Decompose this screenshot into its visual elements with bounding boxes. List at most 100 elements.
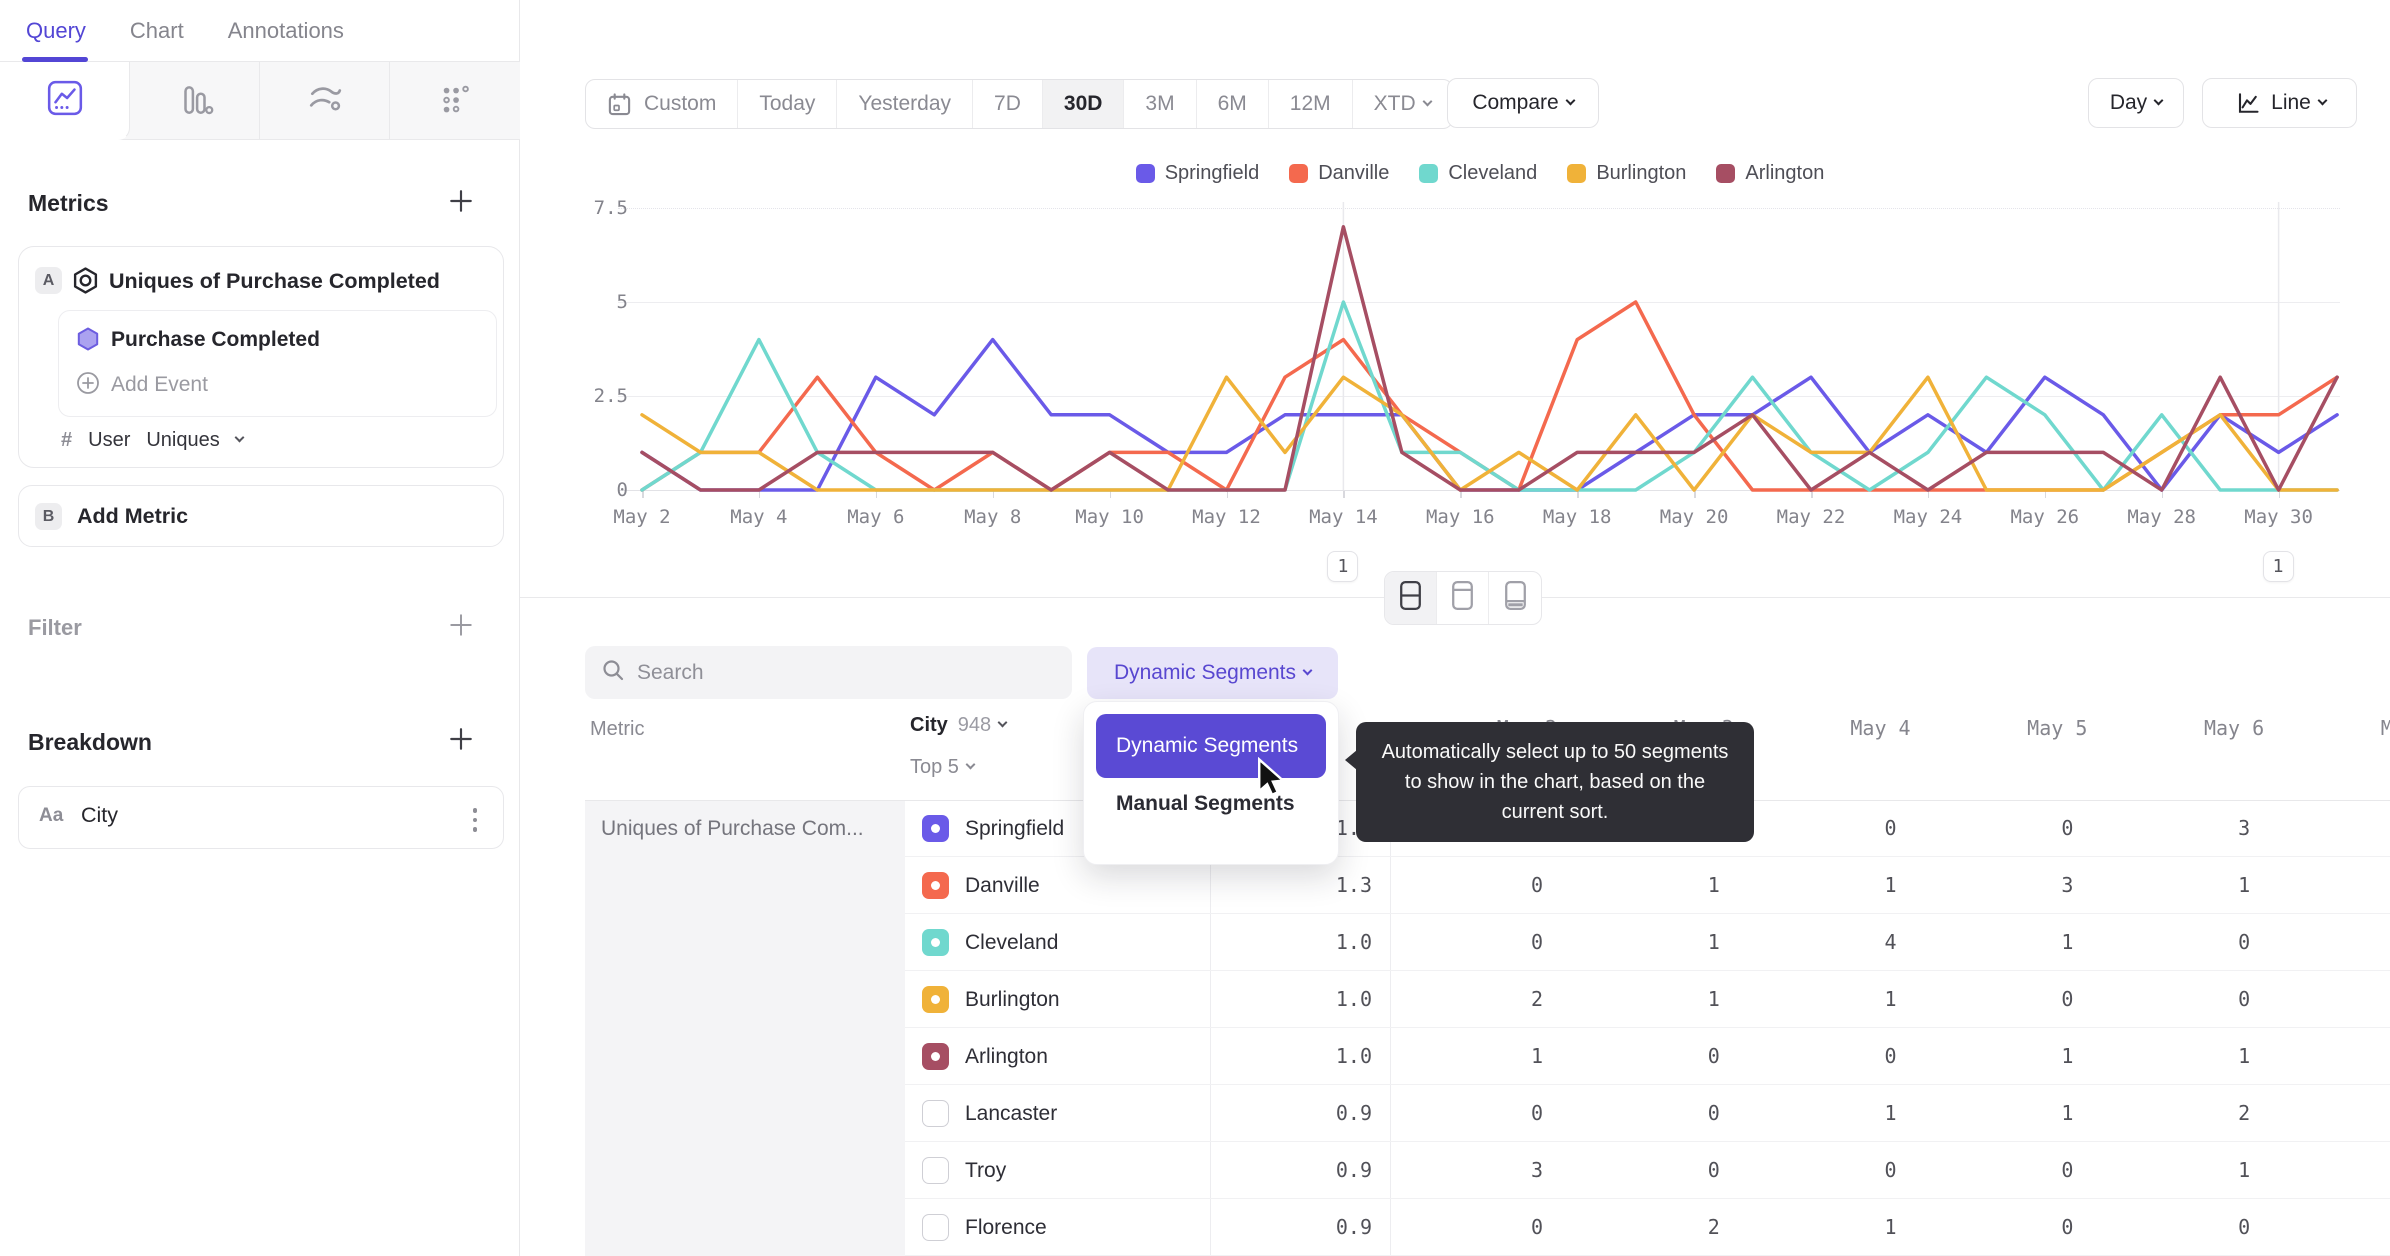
add-metric-button[interactable]: Add Metric — [77, 504, 189, 528]
segment-checkbox[interactable] — [922, 1214, 949, 1241]
value-cell: 1 — [2061, 930, 2074, 954]
range-30d[interactable]: 30D — [1042, 80, 1125, 128]
x-tick-label: May 22 — [1776, 506, 1846, 528]
segment-checkbox[interactable] — [922, 872, 949, 899]
value-cell: 0 — [2238, 987, 2251, 1011]
table-row-burlington: Burlington 1.0 2 1 1 0 0 — [905, 971, 2390, 1028]
date-column-header-may-6: May 6 — [2203, 716, 2265, 740]
top-n-selector[interactable]: Top 5 — [910, 756, 976, 779]
tab-bar-chart[interactable] — [130, 62, 260, 140]
range-xtd[interactable]: XTD — [1353, 80, 1452, 128]
add-filter-button[interactable] — [448, 612, 474, 638]
x-tick-label: May 8 — [964, 506, 1022, 528]
sidebar-tab-bar: Query Chart Annotations — [0, 0, 520, 62]
legend-item-cleveland[interactable]: Cleveland — [1419, 162, 1537, 185]
average-cell: 1.0 — [1335, 987, 1372, 1011]
measure-selector[interactable]: # User Uniques — [61, 429, 245, 452]
legend-item-arlington[interactable]: Arlington — [1716, 162, 1824, 185]
add-metric-plus-button[interactable] — [448, 188, 474, 214]
value-cell: 1 — [1884, 873, 1897, 897]
segment-checkbox[interactable] — [922, 1043, 949, 1070]
sidebar-tab-annotations[interactable]: Annotations — [227, 17, 344, 43]
table-row-arlington: Arlington 1.0 1 0 0 1 1 — [905, 1028, 2390, 1085]
range-6m[interactable]: 6M — [1197, 80, 1269, 128]
table-view-button[interactable] — [1489, 572, 1541, 624]
legend-label: Cleveland — [1448, 162, 1538, 184]
legend-item-burlington[interactable]: Burlington — [1567, 162, 1686, 185]
sidebar-tab-query[interactable]: Query — [22, 0, 88, 62]
tab-stream-chart[interactable] — [260, 62, 390, 140]
metric-a-card[interactable]: A Uniques of Purchase Completed Purchase… — [18, 246, 504, 468]
menu-item-manual-segments[interactable]: Manual Segments — [1116, 792, 1295, 815]
metric-b-card[interactable]: B Add Metric — [18, 485, 504, 547]
segment-checkbox[interactable] — [922, 815, 949, 842]
add-breakdown-button[interactable] — [448, 726, 474, 752]
metric-b-badge: B — [35, 503, 62, 530]
average-cell: 1.0 — [1335, 930, 1372, 954]
city-column-count: 948 — [957, 714, 992, 736]
tab-scatter-chart[interactable] — [390, 62, 520, 140]
checkbox-dot — [931, 1052, 940, 1061]
value-cell: 1 — [2238, 873, 2251, 897]
range-custom[interactable]: Custom — [586, 80, 739, 128]
chevron-down-icon — [965, 759, 976, 770]
chart-style-button[interactable]: Line — [2202, 78, 2357, 128]
measure-symbol: # — [61, 429, 73, 451]
value-cell: 3 — [2061, 873, 2074, 897]
range-12m[interactable]: 12M — [1269, 80, 1353, 128]
x-tick-label: May 10 — [1075, 506, 1144, 528]
legend-item-springfield[interactable]: Springfield — [1135, 162, 1259, 185]
metric-a-badge: A — [35, 267, 62, 294]
split-view-button[interactable] — [1385, 572, 1437, 624]
legend-item-danville[interactable]: Danville — [1289, 162, 1389, 185]
series-line-cleveland[interactable] — [640, 300, 2339, 492]
checkbox-dot — [931, 995, 940, 1004]
series-line-arlington[interactable] — [640, 225, 2339, 492]
city-column-header[interactable]: City 948 — [910, 714, 1008, 737]
table-row-cleveland: Cleveland 1.0 0 1 4 1 0 — [905, 914, 2390, 971]
range-yesterday[interactable]: Yesterday — [837, 80, 974, 128]
breakdown-city-card[interactable]: Aa City — [18, 786, 504, 849]
x-tick-label: May 16 — [1425, 506, 1495, 528]
compare-button[interactable]: Compare — [1447, 78, 1599, 128]
x-tick-mark — [1927, 491, 1930, 498]
range-label: Yesterday — [858, 92, 952, 115]
tab-line-chart[interactable] — [0, 62, 130, 140]
x-tick-mark — [1694, 491, 1696, 498]
segment-checkbox[interactable] — [922, 1100, 949, 1127]
annotation-marker[interactable]: 1 — [1327, 551, 1359, 582]
add-event-button[interactable]: Add Event — [111, 373, 208, 396]
date-range-control: Custom Today Yesterday 7D 30D 3M 6M 12M XTD — [585, 79, 1453, 129]
segment-checkbox[interactable] — [922, 1157, 949, 1184]
average-cell: 0.9 — [1335, 1215, 1372, 1239]
value-cell: 3 — [2238, 816, 2251, 840]
range-label: XTD — [1373, 92, 1416, 115]
menu-item-dynamic-segments[interactable]: Dynamic Segments — [1096, 714, 1326, 778]
range-3m[interactable]: 3M — [1124, 80, 1197, 128]
gridline-5 — [618, 302, 2340, 303]
legend-swatch — [1135, 164, 1155, 183]
series-line-burlington[interactable] — [640, 375, 2339, 492]
value-cell: 3 — [1530, 1158, 1543, 1182]
segments-mode-button[interactable]: Dynamic Segments — [1087, 647, 1338, 699]
annotation-marker[interactable]: 1 — [2262, 551, 2294, 582]
granularity-button[interactable]: Day — [2088, 78, 2184, 128]
event-card[interactable]: Purchase Completed Add Event — [58, 310, 497, 417]
range-today[interactable]: Today — [738, 80, 838, 128]
checkbox-dot — [931, 881, 940, 890]
range-label: 7D — [994, 92, 1021, 115]
segment-checkbox[interactable] — [922, 929, 949, 956]
chart-view-button[interactable] — [1437, 572, 1489, 624]
metrics-heading: Metrics — [28, 190, 109, 216]
date-column-header-may-7: May 7 — [2380, 716, 2390, 740]
chevron-down-icon — [234, 432, 245, 443]
line-chart[interactable] — [630, 190, 2356, 502]
x-tick-mark — [1109, 491, 1112, 498]
sidebar-tab-chart[interactable]: Chart — [129, 17, 184, 43]
search-input[interactable] — [637, 660, 1037, 685]
y-tick-label: 5 — [616, 291, 628, 313]
kebab-menu-icon[interactable] — [467, 802, 484, 838]
range-7d[interactable]: 7D — [973, 80, 1043, 128]
segment-checkbox[interactable] — [922, 986, 949, 1013]
property-type-icon: Aa — [39, 805, 64, 826]
